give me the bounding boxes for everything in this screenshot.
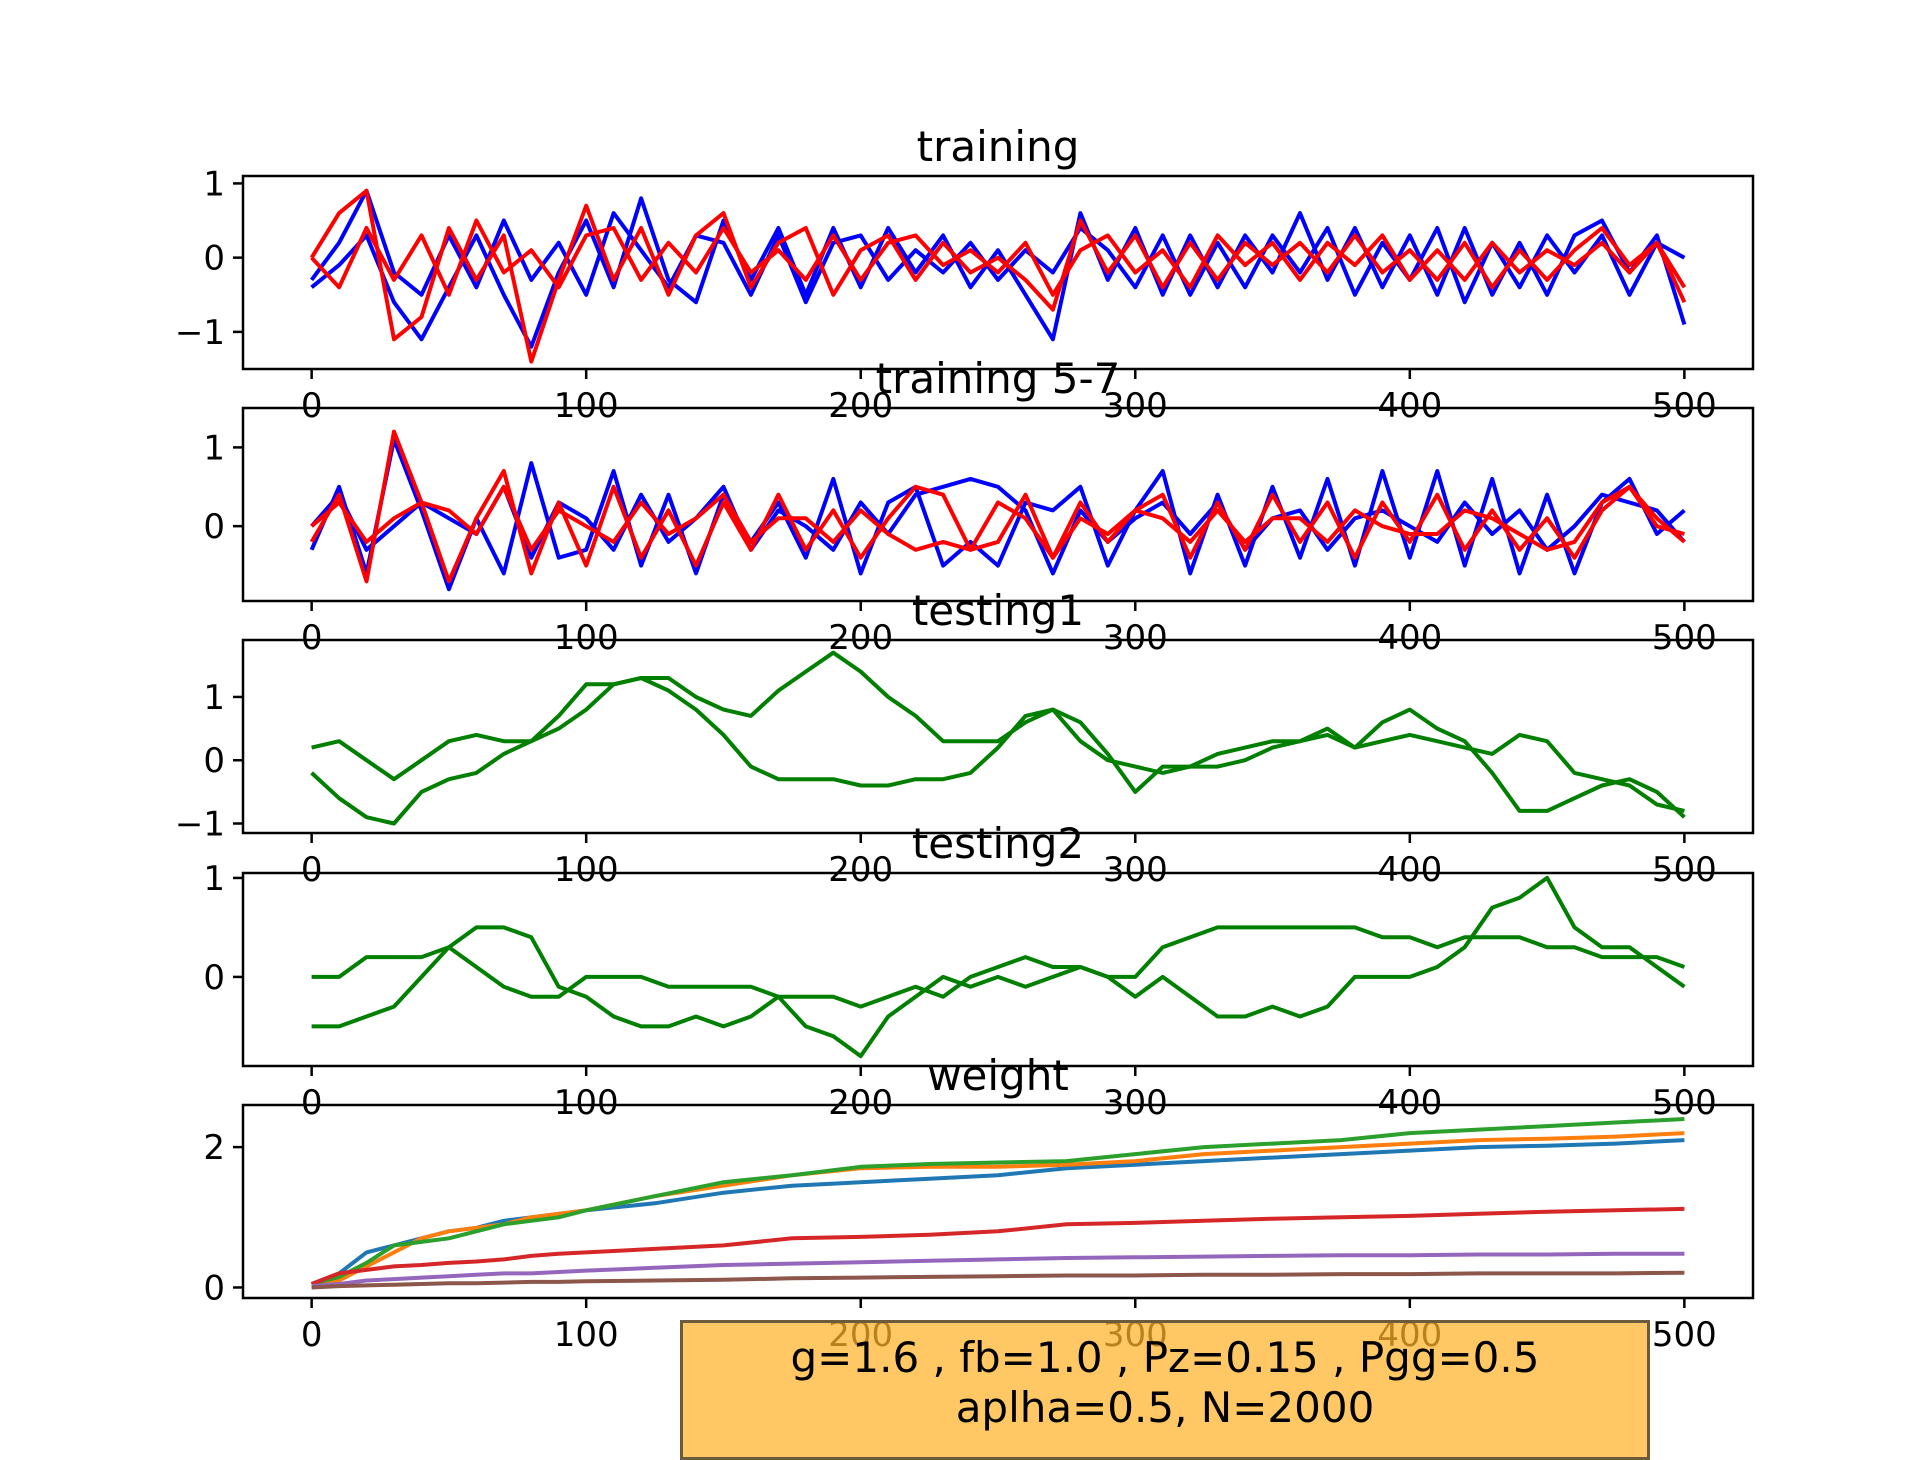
x-tick-label: 300 (1103, 386, 1168, 426)
series-group (310, 650, 1686, 826)
series-line-1 (311, 650, 1686, 819)
x-tick-label: 300 (1103, 618, 1168, 658)
x-tick-label: 400 (1377, 850, 1442, 890)
x-tick-label: 100 (554, 1083, 619, 1123)
series-group (310, 1117, 1685, 1290)
subplot-5: 200100200300400500weight (203, 1051, 1755, 1355)
y-tick-label: −1 (175, 805, 225, 845)
series-line-2 (309, 188, 1686, 305)
y-tick-label: −1 (175, 313, 225, 353)
series-line-4 (310, 1206, 1685, 1286)
y-tick-label: 0 (203, 507, 225, 547)
series-line-3 (311, 1117, 1685, 1286)
x-tick-label: 400 (1377, 618, 1442, 658)
subplot-title: testing2 (912, 819, 1084, 868)
x-tick-label: 500 (1652, 850, 1717, 890)
parameter-line-2: aplha=0.5, N=2000 (955, 1383, 1375, 1432)
axes-frame (241, 1103, 1755, 1300)
y-tick-label: 1 (203, 859, 225, 899)
x-tick-label: 500 (1652, 1083, 1717, 1123)
axes-frame (241, 406, 1755, 603)
series-line-1 (310, 196, 1687, 349)
series-group (309, 188, 1687, 364)
x-tick-label: 500 (1652, 386, 1717, 426)
x-tick-label: 100 (554, 618, 619, 658)
x-tick-label: 100 (554, 850, 619, 890)
x-tick-label: 0 (301, 1315, 323, 1355)
subplot-1: 1 0 −1 0 100 200 300 400 500 training (175, 122, 1755, 426)
y-tick-label: 0 (203, 958, 225, 998)
axes-frame (241, 871, 1755, 1068)
y-tick-label: 0 (203, 741, 225, 781)
y-tick-label: 0 (203, 239, 225, 279)
x-tick-label: 100 (554, 1315, 619, 1355)
y-tick-label: 1 (203, 678, 225, 718)
axes-frame (241, 174, 1755, 371)
series-line-4 (310, 484, 1686, 560)
x-tick-label: 0 (301, 1083, 323, 1123)
series-group (311, 875, 1686, 1059)
series-line-4 (310, 218, 1687, 304)
series-line-2 (311, 925, 1686, 1009)
x-tick-label: 400 (1377, 386, 1442, 426)
series-line-5 (311, 1251, 1685, 1289)
parameter-annotation-box: g=1.6 , fb=1.0 , Pz=0.15 , Pgg=0.5 aplha… (680, 1320, 1650, 1460)
x-tick-label: 500 (1652, 1315, 1717, 1355)
subplot-title: weight (927, 1051, 1069, 1100)
y-tick-label: 2 (203, 1128, 225, 1168)
x-tick-label: 0 (301, 618, 323, 658)
x-tick-label: 200 (828, 850, 893, 890)
x-tick-label: 0 (301, 386, 323, 426)
axes-frame (241, 638, 1755, 835)
x-tick-label: 500 (1652, 618, 1717, 658)
subplot-title: training 5-7 (876, 354, 1121, 403)
x-tick-label: 400 (1377, 1083, 1442, 1123)
subplot-title: training (917, 122, 1080, 171)
x-tick-label: 300 (1103, 850, 1168, 890)
series-line-3 (309, 429, 1685, 584)
x-tick-label: 200 (828, 618, 893, 658)
x-tick-label: 200 (828, 1083, 893, 1123)
series-line-6 (311, 1270, 1685, 1290)
y-tick-label: 1 (203, 428, 225, 468)
x-tick-label: 300 (1103, 1083, 1168, 1123)
series-line-3 (309, 188, 1687, 364)
parameter-line-1: g=1.6 , fb=1.0 , Pz=0.15 , Pgg=0.5 (790, 1333, 1540, 1382)
series-group (309, 429, 1686, 592)
series-line-1 (311, 875, 1686, 1059)
x-tick-label: 200 (828, 386, 893, 426)
series-line-2 (310, 676, 1685, 826)
subplot-title: testing1 (912, 586, 1084, 635)
x-tick-label: 100 (554, 386, 619, 426)
x-tick-label: 0 (301, 850, 323, 890)
y-tick-label: 0 (203, 1268, 225, 1308)
y-tick-label: 1 (203, 164, 225, 204)
subplot-3: 1 0 −1 0 100 200 300 400 500 testing1 (175, 586, 1755, 890)
